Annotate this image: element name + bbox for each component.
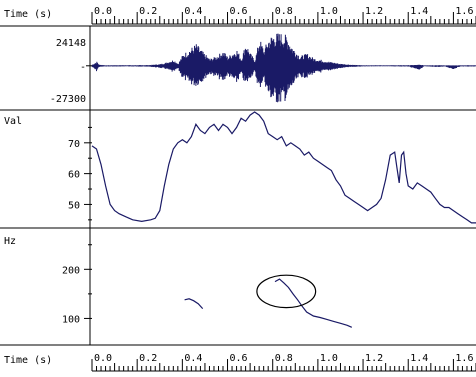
pitch-annotation-ellipse bbox=[256, 274, 317, 309]
pitch-contour bbox=[274, 278, 353, 328]
time-top-tick-label: 0.6 bbox=[230, 6, 248, 17]
time-top-tick-label: 1.0 bbox=[320, 6, 338, 17]
time-bottom-tick-label: 0.8 bbox=[275, 353, 293, 364]
time-top-tick-label: 1.4 bbox=[410, 6, 428, 17]
time-top-tick-label: 0.4 bbox=[184, 6, 202, 17]
pitch-contour bbox=[184, 298, 204, 310]
panel-frames bbox=[0, 25, 476, 346]
time-bottom-tick-label: 1.2 bbox=[365, 353, 383, 364]
value-track-label: Val bbox=[4, 116, 22, 127]
time-bottom-tick-label: 1.6 bbox=[455, 353, 473, 364]
waveform-trace bbox=[91, 33, 476, 103]
value-tick-label: 70 bbox=[68, 139, 80, 150]
time-top-tick-label: 0.2 bbox=[139, 6, 157, 17]
time-axis-label-top: Time (s) bbox=[4, 9, 52, 20]
pitch-tick-label: 200 bbox=[62, 265, 80, 276]
value-track-line bbox=[91, 111, 476, 224]
waveform-min-label: -27300 bbox=[50, 94, 86, 105]
time-top-tick-label: 0.0 bbox=[94, 6, 112, 17]
waveform-max-label: 24148 bbox=[56, 38, 86, 49]
pitch-tick-label: 100 bbox=[62, 314, 80, 325]
time-bottom-tick-label: 0.2 bbox=[139, 353, 157, 364]
pitch-track-label: Hz bbox=[4, 236, 16, 247]
time-bottom-tick-label: 1.0 bbox=[320, 353, 338, 364]
waveform-zero-label: - bbox=[80, 62, 86, 73]
time-bottom-tick-label: 0.0 bbox=[94, 353, 112, 364]
time-axis-top[interactable]: Time (s) 0.0 0.2 0.4 0.6 0.8 1.0 1.2 1.4 1.6 bbox=[4, 6, 476, 25]
time-top-tick-label: 0.8 bbox=[275, 6, 293, 17]
pitch-panel[interactable]: Hz 200 100 bbox=[4, 236, 353, 328]
time-axis-label-bottom: Time (s) bbox=[4, 355, 52, 366]
time-top-tick-label: 1.6 bbox=[455, 6, 473, 17]
waveform-panel[interactable]: 24148 - -27300 bbox=[50, 33, 476, 105]
time-top-tick-label: 1.2 bbox=[365, 6, 383, 17]
time-axis-bottom[interactable]: Time (s) 0.0 0.2 0.4 0.6 0.8 1.0 1.2 1.4 1.6 bbox=[4, 353, 476, 372]
time-bottom-tick-label: 0.6 bbox=[230, 353, 248, 364]
value-tick-label: 60 bbox=[68, 170, 80, 181]
value-panel[interactable]: Val 70 60 50 bbox=[4, 111, 476, 224]
time-bottom-tick-label: 1.4 bbox=[410, 353, 428, 364]
time-bottom-tick-label: 0.4 bbox=[184, 353, 202, 364]
value-tick-label: 50 bbox=[68, 200, 80, 211]
